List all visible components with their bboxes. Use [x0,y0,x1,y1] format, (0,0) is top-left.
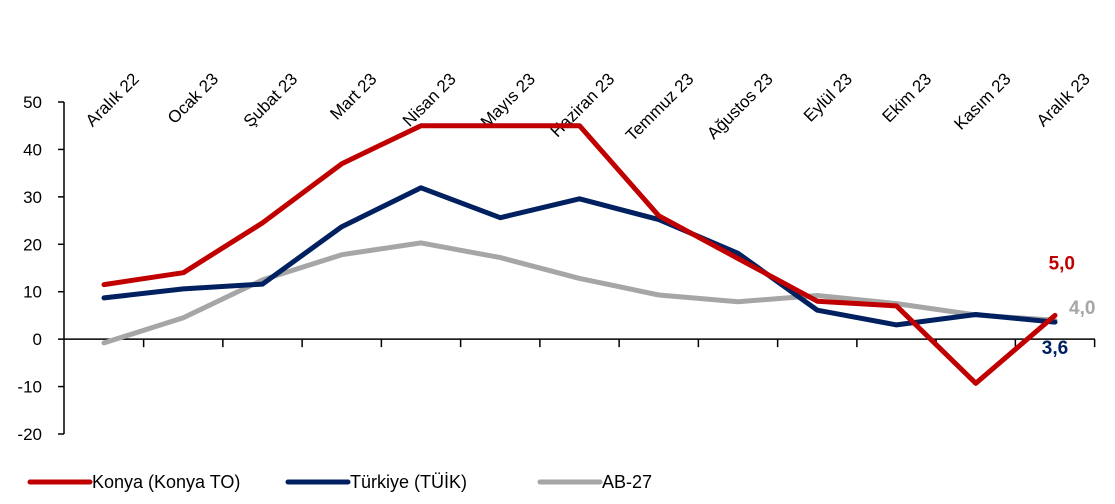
x-category-label: Mart 23 [326,69,380,123]
y-tick-label: 50 [23,93,42,112]
x-category-label: Mayıs 23 [477,69,539,131]
x-category-label: Ocak 23 [164,69,222,127]
x-category-label: Ekim 23 [878,69,935,126]
series-line-0 [101,123,1058,386]
y-tick-label: 0 [33,330,42,349]
end-labels: 5,0 3,64,0 [1042,253,1096,359]
x-category-label: Temmuz 23 [622,69,698,145]
x-category-label: Nisan 23 [399,69,460,130]
end-value-label: 4,0 [1069,298,1095,319]
x-category-label: Aralık 22 [82,69,143,130]
y-tick-label: 20 [23,235,42,254]
legend-label: Konya (Konya TO) [92,472,240,492]
series-line-1 [101,185,1058,328]
legend-label: Türkiye (TÜİK) [350,472,467,492]
series-line-2 [101,240,1058,346]
y-tick-label: 30 [23,188,42,207]
end-value-label: 5,0 [1049,253,1075,274]
legend-label: AB-27 [602,472,652,492]
x-category-label: Kasım 23 [950,69,1014,133]
series-lines [101,123,1058,386]
x-category-label: Ağustos 23 [703,69,777,143]
legend: Konya (Konya TO) Türkiye (TÜİK) AB-27 [27,472,652,492]
x-category-label: Eylül 23 [800,69,856,125]
axes: -20 -10 0 10 20 30 40 50 [17,93,1096,444]
y-tick-label: 10 [23,283,42,302]
y-tick-label: 40 [23,140,42,159]
end-value-label: 3,6 [1042,338,1068,359]
x-category-label: Şubat 23 [240,69,302,131]
y-tick-label: -20 [17,425,42,444]
y-tick-label: -10 [17,378,42,397]
x-category-label: Aralık 23 [1033,69,1094,130]
